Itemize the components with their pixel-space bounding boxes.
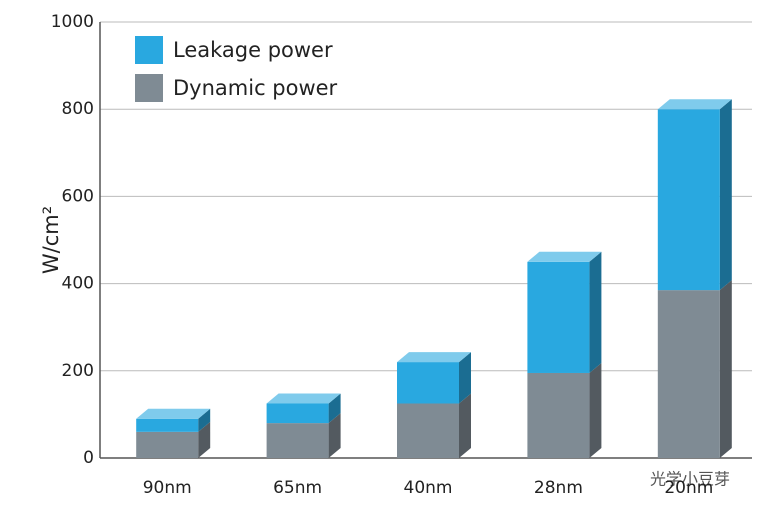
y-tick-label: 600 [62,186,94,206]
legend-label: Leakage power [173,38,333,62]
x-tick-label: 90nm [143,478,192,498]
bar [266,403,329,424]
bar-side [198,421,211,458]
bar [657,109,720,291]
y-tick-label: 1000 [51,12,94,32]
bar-side [328,413,341,458]
y-tick-label: 200 [62,361,94,381]
bar [527,261,590,373]
y-tick-label: 400 [62,274,94,294]
bar-side [328,393,341,424]
x-tick-label: 20nm [664,478,713,498]
bar-side [589,362,602,458]
y-tick-label: 800 [62,99,94,119]
bar-top [397,352,471,363]
bar-top [657,99,732,110]
bar-top [266,393,341,404]
bar-top [136,408,211,419]
bar [657,290,720,458]
y-tick-label: 0 [83,448,94,468]
bar [397,403,459,458]
x-tick-label: 28nm [534,478,583,498]
legend-swatch [135,74,163,102]
bar-side [719,99,732,291]
bar-side [589,251,602,373]
legend-swatch [135,36,163,64]
y-axis-label: W/cm² [39,206,63,274]
x-tick-label: 40nm [404,478,453,498]
bar-side [459,352,471,404]
bar-top [527,251,602,262]
bar [266,423,329,458]
legend-label: Dynamic power [173,76,338,100]
bar [527,372,590,458]
bar [136,418,199,432]
watermark: 光学小豆芽 [650,470,730,489]
bar-side [719,280,732,458]
bar-side [459,393,471,458]
bar [136,431,199,458]
bar [397,362,459,404]
bar-side [198,408,211,432]
x-tick-label: 65nm [273,478,322,498]
